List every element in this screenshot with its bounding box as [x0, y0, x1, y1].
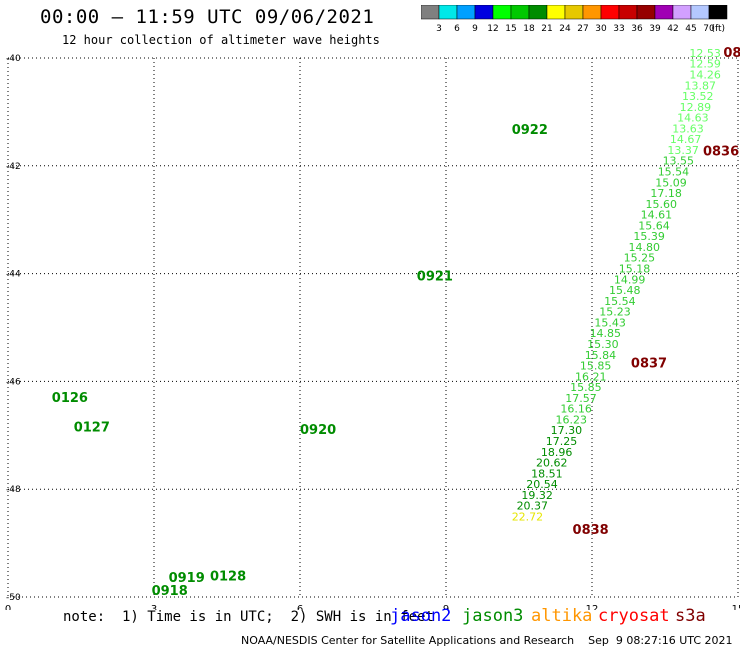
track-time-label: 0920 [300, 423, 336, 438]
credit-line: NOAA/NESDIS Center for Satellite Applica… [241, 634, 733, 647]
colorbar-label: 24 [559, 24, 571, 34]
x-tick-label: 0 [5, 604, 11, 610]
colorbar-label: 9 [472, 24, 478, 34]
track-time-label: 0837 [631, 356, 667, 371]
track-time-label: 0838 [573, 523, 609, 538]
wave-height-label: 15.85 [580, 360, 612, 373]
wave-height-label: 20.54 [526, 478, 558, 491]
page-title: 00:00 — 11:59 UTC 09/06/2021 [40, 6, 375, 28]
wave-height-label: 15.48 [609, 284, 641, 297]
legend-s3a: s3a [675, 606, 706, 626]
wave-height-label: 17.25 [546, 435, 578, 448]
colorbar-label: 39 [649, 24, 661, 34]
units-note: note: 1) Time is in UTC; 2) SWH is in fe… [63, 609, 434, 625]
wave-height-label: 20.37 [517, 500, 549, 513]
x-tick-label: 9 [443, 604, 449, 610]
altimeter-map: 0 3 6 9 12 15 -40 -42 -44 -46 -48 -50 12.5312.5914.2… [5, 46, 740, 610]
wave-height-label: 13.37 [667, 144, 699, 157]
wave-height-label: 14.67 [670, 133, 702, 146]
wave-height-label: 16.16 [560, 403, 592, 416]
color-scale-bar: 3 6 9 12 15 18 21 24 27 30 33 36 39 42 45 70(ft) [421, 5, 728, 34]
legend-altika: altika [531, 606, 593, 626]
x-tick-label: 6 [297, 604, 303, 610]
wave-height-label: 15.25 [624, 252, 656, 265]
wave-height-label: 15.60 [646, 198, 678, 211]
wave-height-label: 15.85 [570, 381, 602, 394]
wave-height-label: 14.80 [629, 241, 661, 254]
track-time-label: 0918 [152, 584, 188, 599]
wave-height-label: 13.87 [684, 79, 716, 92]
wave-height-label: 13.52 [682, 90, 714, 103]
colorbar-label: 27 [577, 24, 588, 34]
wave-height-label: 22.72 [512, 510, 544, 523]
colorbar-swatch [708, 5, 728, 20]
wave-height-label: 12.59 [689, 58, 721, 71]
wave-height-label: 15.09 [655, 176, 687, 189]
wave-height-label: 18.51 [531, 467, 563, 480]
y-tick-label: -40 [6, 54, 21, 64]
wave-height-label: 15.54 [658, 166, 690, 179]
wave-height-label: 16.23 [556, 413, 588, 426]
y-tick-label: -42 [6, 162, 21, 172]
wave-height-label: 14.63 [677, 112, 709, 125]
y-tick-label: -44 [6, 270, 21, 280]
wave-height-label: 19.32 [521, 489, 553, 502]
wave-height-label: 14.99 [614, 273, 646, 286]
wave-height-label: 15.30 [587, 338, 619, 351]
wave-height-label: 15.54 [604, 295, 636, 308]
colorbar-label: 45 [685, 24, 696, 34]
wave-height-label: 16.21 [575, 370, 607, 383]
wave-height-label: 14.85 [590, 327, 622, 340]
track-time-label: 0836 [703, 145, 739, 160]
wave-height-label: 15.18 [619, 263, 651, 276]
wave-height-label: 17.57 [565, 392, 597, 405]
colorbar-label: 70 [703, 24, 715, 34]
wave-height-label: 20.62 [536, 457, 568, 470]
colorbar-label: 30 [595, 24, 607, 34]
wave-height-label: 14.26 [689, 68, 721, 81]
wave-height-label: 15.39 [633, 230, 665, 243]
x-tick-label: 3 [151, 604, 157, 610]
track-time-label: 0127 [74, 421, 110, 436]
wave-height-label: 12.89 [680, 101, 712, 114]
track-time-label: 0922 [512, 123, 548, 138]
wave-height-label: 15.84 [585, 349, 617, 362]
track-time-label: 0921 [417, 270, 453, 285]
wave-height-label: 13.63 [672, 122, 704, 135]
colorbar-label: 18 [523, 24, 535, 34]
colorbar-label: 36 [631, 24, 643, 34]
track-time-label: 0919 [169, 571, 205, 586]
track-time-label: 0128 [210, 569, 246, 584]
y-tick-label: -46 [6, 377, 21, 387]
track-time-label: 083 [723, 46, 740, 61]
x-tick-label: 15 [732, 604, 740, 610]
legend-cryosat: cryosat [598, 606, 670, 626]
colorbar-label: 12 [487, 24, 498, 34]
colorbar-label: 33 [613, 24, 624, 34]
wave-height-label: 18.96 [541, 446, 573, 459]
y-tick-label: -50 [6, 593, 21, 603]
colorbar-label: 42 [667, 24, 678, 34]
x-tick-label: 12 [586, 604, 599, 610]
wave-height-label: 13.55 [663, 155, 695, 168]
page-subtitle: 12 hour collection of altimeter wave hei… [62, 33, 380, 47]
colorbar-label: 6 [454, 24, 460, 34]
legend-jason2: jason2 [390, 606, 452, 626]
wave-height-label: 15.43 [594, 316, 626, 329]
wave-height-label: 17.30 [551, 424, 583, 437]
plot-frame [7, 57, 739, 598]
legend-jason3: jason3 [462, 606, 524, 626]
wave-height-label: 12.53 [689, 47, 721, 60]
colorbar-label: 15 [505, 24, 516, 34]
track-time-label: 0126 [52, 391, 88, 406]
colorbar-label: 3 [436, 24, 442, 34]
wave-height-label: 15.23 [599, 306, 631, 319]
wave-height-label: 17.18 [650, 187, 682, 200]
wave-height-label: 14.61 [641, 209, 673, 222]
wave-height-label: 15.64 [638, 219, 670, 232]
y-tick-label: -48 [6, 485, 21, 495]
colorbar-unit: (ft) [711, 24, 725, 34]
colorbar-label: 21 [541, 24, 552, 34]
